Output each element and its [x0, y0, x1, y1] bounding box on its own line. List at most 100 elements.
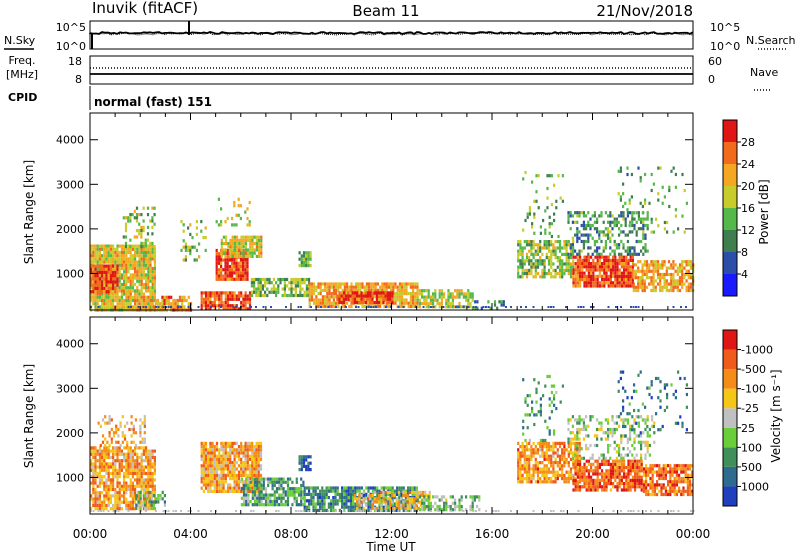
data-cell — [548, 231, 551, 235]
data-cell — [218, 294, 221, 298]
data-cell — [264, 493, 268, 497]
data-cell — [552, 306, 555, 308]
data-cell — [569, 243, 573, 247]
data-cell — [180, 220, 183, 224]
data-cell — [139, 506, 142, 510]
data-cell — [92, 298, 95, 303]
data-cell — [138, 484, 141, 488]
data-cell — [135, 229, 139, 233]
data-cell — [623, 262, 626, 266]
data-cell — [114, 260, 117, 264]
data-cell — [229, 238, 232, 242]
data-cell — [242, 503, 246, 507]
data-cell — [413, 497, 416, 501]
data-cell — [592, 306, 595, 308]
data-cell — [92, 280, 95, 284]
data-cell — [525, 259, 529, 263]
data-cell — [249, 487, 252, 491]
data-cell — [352, 486, 355, 490]
data-cell — [569, 227, 572, 231]
data-cell — [224, 473, 227, 477]
data-cell — [124, 235, 128, 239]
colorbar-tick-label: 28 — [741, 136, 755, 149]
data-cell — [617, 169, 620, 173]
data-cell — [502, 300, 505, 304]
data-cell — [237, 213, 240, 217]
data-cell — [642, 223, 645, 228]
data-cell — [144, 241, 147, 245]
data-cell — [476, 504, 479, 509]
data-cell — [251, 477, 254, 481]
data-cell — [136, 250, 139, 255]
data-cell — [620, 265, 623, 269]
data-cell — [576, 281, 579, 285]
data-cell — [151, 247, 154, 251]
data-cell — [517, 477, 520, 481]
data-cell — [200, 486, 203, 490]
data-cell — [619, 169, 622, 173]
data-cell — [550, 222, 553, 226]
data-cell — [346, 285, 349, 289]
data-cell — [151, 298, 154, 303]
data-cell — [107, 491, 110, 495]
data-cell — [544, 231, 547, 235]
data-cell — [114, 468, 117, 472]
data-cell — [224, 464, 227, 468]
data-cell — [618, 255, 621, 259]
data-cell — [324, 304, 327, 308]
data-cell — [136, 481, 139, 485]
data-cell — [103, 267, 106, 271]
data-cell — [607, 281, 610, 285]
data-cell — [235, 441, 238, 445]
data-cell — [138, 455, 141, 460]
data-cell — [248, 467, 252, 471]
data-cell — [517, 275, 520, 279]
data-cell — [667, 266, 671, 270]
data-cell — [672, 282, 675, 286]
data-cell — [103, 459, 106, 463]
data-cell — [643, 279, 646, 283]
data-cell — [323, 508, 326, 512]
data-cell — [235, 271, 238, 275]
data-cell — [576, 271, 579, 275]
data-cell — [220, 467, 223, 471]
data-cell — [90, 260, 93, 264]
data-cell — [109, 283, 112, 287]
data-cell — [635, 230, 638, 234]
data-cell — [641, 263, 644, 267]
data-cell — [244, 461, 247, 465]
data-cell — [211, 470, 214, 474]
data-cell — [528, 477, 531, 481]
data-cell — [386, 490, 389, 494]
data-cell — [237, 274, 240, 278]
data-cell — [112, 292, 115, 296]
data-cell — [266, 277, 269, 282]
data-cell — [627, 271, 630, 275]
data-cell — [598, 262, 601, 266]
data-cell — [107, 462, 110, 466]
data-cell — [147, 295, 150, 299]
data-cell — [259, 441, 263, 445]
data-cell — [642, 233, 645, 237]
data-cell — [159, 302, 162, 306]
data-cell — [226, 264, 229, 269]
data-cell — [147, 260, 150, 264]
data-cell — [381, 301, 384, 305]
data-cell — [125, 503, 128, 508]
data-cell — [643, 260, 646, 264]
data-cell — [235, 473, 238, 477]
data-cell — [394, 301, 397, 305]
data-cell — [217, 277, 220, 281]
data-cell — [118, 452, 121, 456]
data-cell — [131, 455, 134, 460]
data-cell — [425, 289, 428, 293]
data-cell — [623, 265, 626, 269]
data-cell — [353, 297, 356, 301]
data-cell — [561, 199, 564, 203]
data-cell — [114, 452, 117, 456]
data-cell — [379, 295, 382, 299]
data-cell — [125, 500, 128, 504]
data-cell — [302, 257, 306, 261]
data-cell — [603, 265, 606, 269]
data-cell — [384, 500, 387, 504]
